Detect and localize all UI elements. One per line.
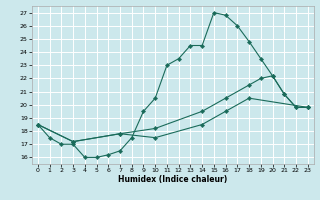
X-axis label: Humidex (Indice chaleur): Humidex (Indice chaleur)	[118, 175, 228, 184]
